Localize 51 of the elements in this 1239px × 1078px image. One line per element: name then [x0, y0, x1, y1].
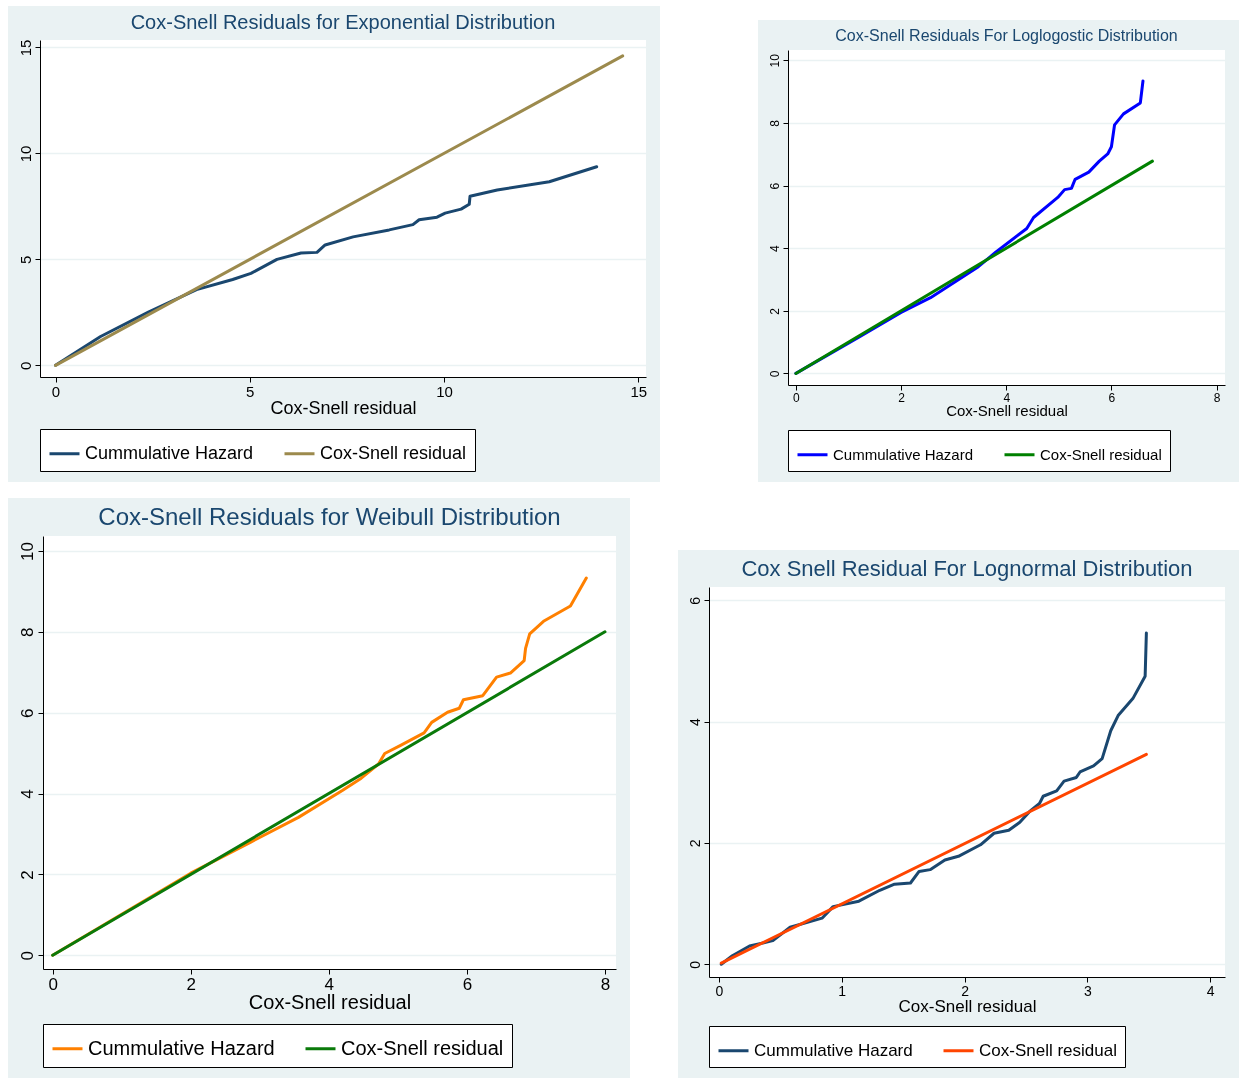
- y-tick-label: 8: [767, 119, 782, 127]
- y-tick-label: 10: [767, 53, 782, 68]
- x-tick-label: 8: [1213, 390, 1221, 405]
- y-tick-label: 10: [16, 145, 34, 163]
- y-tick-label: 10: [17, 542, 37, 561]
- legend-label: Cummulative Hazard: [833, 445, 974, 463]
- y-tick-label: 15: [16, 39, 34, 57]
- legend-label: Cox-Snell residual: [1040, 445, 1162, 463]
- x-tick-label: 6: [462, 974, 473, 994]
- y-tick-label: 6: [17, 708, 37, 718]
- y-tick-label: 5: [16, 255, 34, 265]
- x-tick-label: 6: [1108, 390, 1116, 405]
- x-tick-label: 8: [600, 974, 611, 994]
- y-tick-label: 0: [767, 370, 782, 378]
- x-tick-label: 0: [51, 382, 61, 400]
- y-tick-label: 2: [686, 839, 703, 848]
- legend-label: Cummulative Hazard: [754, 1040, 913, 1060]
- x-tick-label: 4: [1206, 982, 1215, 999]
- y-tick-label: 4: [767, 245, 782, 253]
- x-tick-label: 2: [898, 390, 906, 405]
- x-tick-label: 2: [186, 974, 196, 994]
- legend-label: Cummulative Hazard: [88, 1036, 275, 1059]
- x-tick-label: 15: [630, 382, 648, 400]
- y-tick-label: 8: [17, 627, 37, 638]
- x-tick-label: 1: [838, 982, 847, 999]
- legend-label: Cox-Snell residual: [341, 1036, 504, 1059]
- y-tick-label: 6: [767, 182, 782, 190]
- y-tick-label: 4: [17, 789, 37, 799]
- chart-title: Cox-Snell Residuals For Loglogostic Distribution: [835, 27, 1178, 44]
- x-tick-label: 0: [793, 390, 801, 405]
- y-tick-label: 0: [17, 951, 37, 961]
- chart-title: Cox Snell Residual For Lognormal Distribution: [741, 556, 1193, 581]
- y-tick-label: 6: [686, 596, 703, 605]
- y-tick-label: 0: [686, 960, 703, 969]
- legend-label: Cummulative Hazard: [85, 442, 254, 463]
- x-axis-title: Cox-Snell residual: [270, 397, 417, 418]
- x-tick-label: 10: [436, 382, 453, 400]
- x-tick-label: 2: [961, 982, 970, 999]
- legend-label: Cox-Snell residual: [979, 1040, 1117, 1060]
- y-tick-label: 2: [767, 307, 782, 315]
- x-tick-label: 0: [48, 974, 58, 994]
- legend-label: Cox-Snell residual: [320, 442, 467, 463]
- x-axis-title: Cox-Snell residual: [898, 996, 1037, 1016]
- y-tick-label: 2: [17, 870, 37, 880]
- y-tick-label: 4: [686, 718, 703, 727]
- x-tick-label: 0: [715, 982, 724, 999]
- x-tick-label: 5: [246, 382, 255, 400]
- y-tick-label: 0: [16, 361, 34, 371]
- x-tick-label: 3: [1084, 982, 1092, 999]
- chart-title: Cox-Snell Residuals for Exponential Distribution: [130, 11, 556, 34]
- chart-title: Cox-Snell Residuals for Weibull Distribution: [98, 503, 561, 530]
